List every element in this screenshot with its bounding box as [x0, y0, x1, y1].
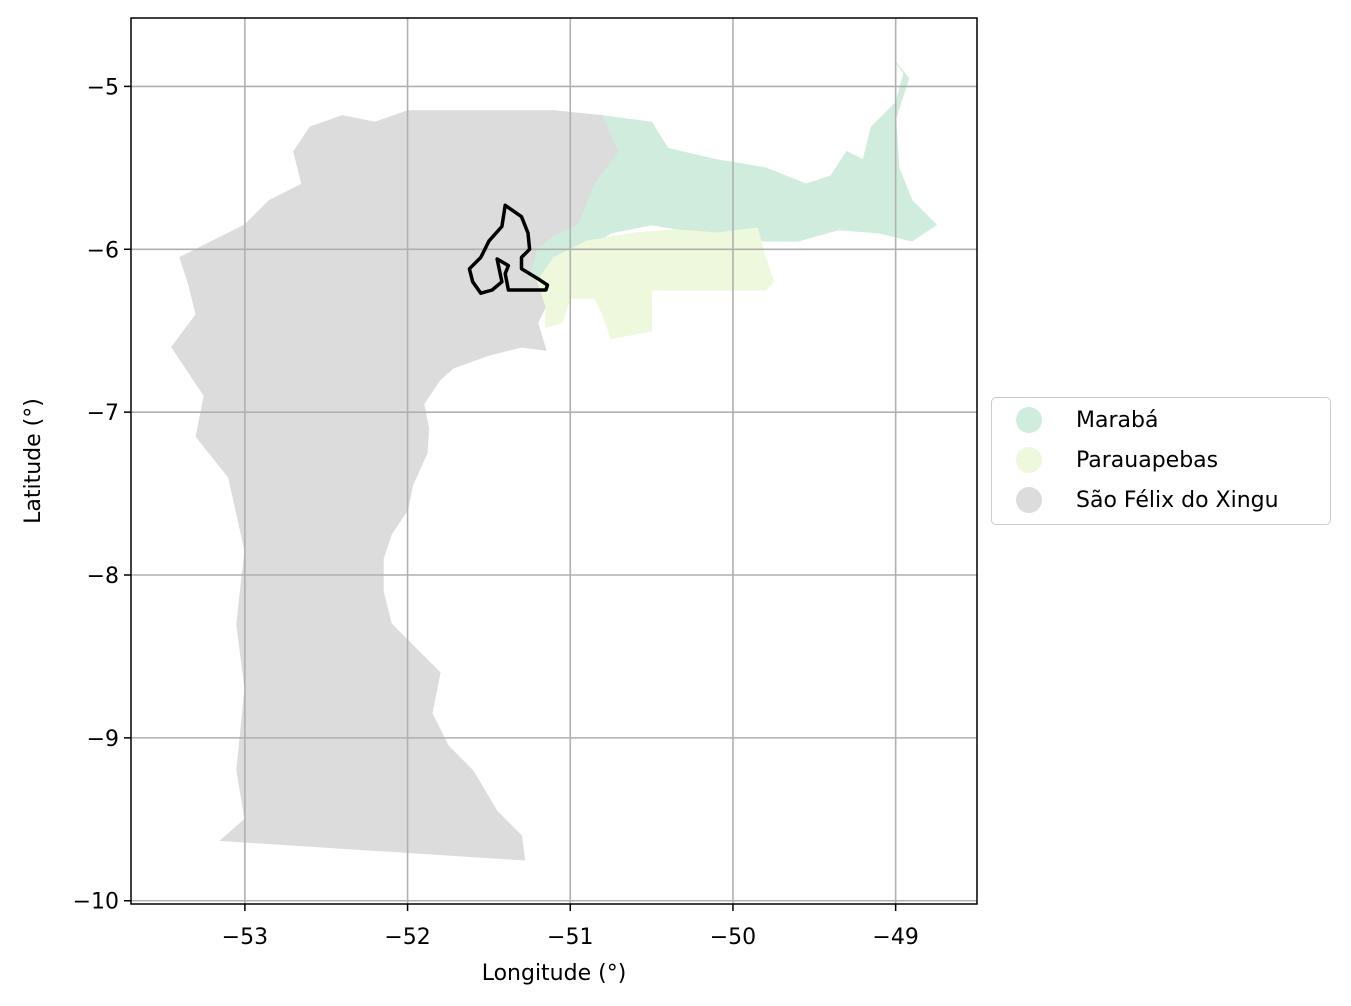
- x-axis-title: Longitude (°): [482, 961, 627, 986]
- y-tick-label: −6: [87, 238, 119, 263]
- legend-label: São Félix do Xingu: [1076, 487, 1279, 513]
- y-tick-label: −9: [87, 727, 119, 752]
- y-tick-label: −10: [73, 890, 119, 915]
- x-tick-label: −51: [547, 925, 593, 950]
- x-tick-label: −50: [710, 925, 756, 950]
- y-axis-title: Latitude (°): [21, 398, 46, 524]
- legend-item-parauapebas: Parauapebas: [992, 440, 1218, 480]
- region-parauapebas: [537, 227, 775, 340]
- legend-item-maraba: Marabá: [992, 400, 1158, 440]
- legend-item-sao-felix-do-xingu: São Félix do Xingu: [992, 480, 1279, 520]
- y-tick-label: −8: [87, 564, 119, 589]
- legend-swatch: [1016, 447, 1042, 473]
- y-tick-label: −7: [87, 401, 119, 426]
- legend-label: Parauapebas: [1076, 447, 1219, 473]
- y-tick-label: −5: [87, 75, 119, 100]
- outline-layer: [467, 203, 550, 295]
- legend: Marabá Parauapebas São Félix do Xingu: [991, 397, 1331, 525]
- highlighted-area-outline: [467, 203, 550, 295]
- x-tick-label: −49: [872, 925, 918, 950]
- legend-swatch: [1016, 487, 1042, 513]
- legend-label: Marabá: [1076, 407, 1159, 433]
- axis-ticks: −53 −52 −51 −50 −49 −5 −6 −7 −8 −9 −10: [73, 75, 919, 950]
- plot-frame: [130, 17, 978, 905]
- legend-swatch: [1016, 407, 1042, 433]
- x-tick-label: −53: [222, 925, 268, 950]
- x-tick-label: −52: [384, 925, 430, 950]
- gridlines: [131, 18, 977, 904]
